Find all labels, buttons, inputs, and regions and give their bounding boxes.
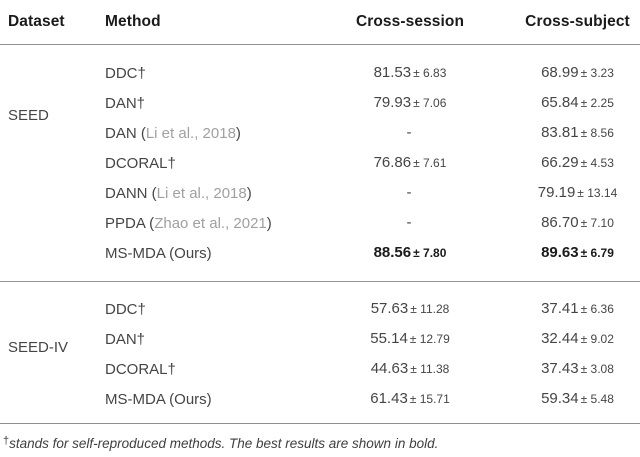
method-name: DDC† [105, 300, 146, 318]
method-name: DAN ( [105, 124, 146, 142]
cross-subject-value: 59.34 ± 5.48 [541, 390, 614, 407]
method-name: MS-MDA (Ours) [105, 244, 212, 262]
cross-subject-value: 79.19 ± 13.14 [537, 184, 618, 201]
citation-text: Li et al., 2018 [145, 124, 236, 142]
method-cell: DANN (Li et al., 2018) [105, 185, 335, 202]
header-dataset: Dataset [8, 13, 65, 30]
method-name: DDC† [105, 64, 146, 82]
header-cross-session: Cross-session [355, 13, 465, 30]
method-name-suffix: ) [235, 124, 241, 142]
cross-session-value: 61.43 ± 15.71 [370, 390, 450, 407]
cross-session-value: 81.53 ± 6.83 [373, 64, 447, 81]
table-row: DAN (Li et al., 2018) - 83.81 ± 8.56 [0, 118, 640, 148]
table-footnote: †stands for self-reproduced methods. The… [0, 424, 640, 452]
method-name-suffix: ) [266, 214, 272, 232]
cross-session-value: 88.56 ± 7.80 [373, 244, 447, 261]
dagger-symbol: † [3, 435, 10, 447]
cross-session-value: 57.63 ± 11.28 [370, 300, 450, 317]
section-seed: SEED DDC† 81.53 ± 6.83 68.99 ± 3.23 DAN† 7… [0, 45, 640, 282]
method-cell: PPDA (Zhao et al., 2021) [105, 215, 335, 232]
header-method: Method [105, 13, 161, 30]
method-cell: DCORAL† [105, 155, 335, 172]
cross-subject-value: 89.63 ± 6.79 [541, 244, 614, 261]
method-cell: DDC† [105, 65, 335, 82]
cross-subject-value: 37.43 ± 3.08 [541, 360, 614, 377]
cross-session-value: - [406, 214, 412, 231]
cross-subject-value: 65.84 ± 2.25 [541, 94, 614, 111]
table-row: DAN† 55.14 ± 12.79 32.44 ± 9.02 [0, 324, 640, 354]
table-row: DANN (Li et al., 2018) - 79.19 ± 13.14 [0, 178, 640, 208]
cross-session-value: - [406, 184, 412, 201]
method-name: MS-MDA (Ours) [105, 390, 212, 408]
cross-subject-value: 83.81 ± 8.56 [541, 124, 614, 141]
table-row: DCORAL† 44.63 ± 11.38 37.43 ± 3.08 [0, 354, 640, 384]
method-cell: DAN† [105, 331, 335, 348]
method-name: DAN† [105, 94, 146, 112]
cross-subject-value: 86.70 ± 7.10 [541, 214, 614, 231]
header-cross-subject: Cross-subject [525, 13, 630, 30]
method-cell: MS-MDA (Ours) [105, 245, 335, 262]
method-cell: DAN (Li et al., 2018) [105, 125, 335, 142]
table-row: DDC† 81.53 ± 6.83 68.99 ± 3.23 [0, 58, 640, 88]
cross-subject-value: 68.99 ± 3.23 [541, 64, 614, 81]
method-name-suffix: ) [246, 184, 252, 202]
table-row-best-seed: MS-MDA (Ours) 88.56 ± 7.80 89.63 ± 6.79 [0, 238, 640, 268]
cross-subject-value: 32.44 ± 9.02 [541, 330, 614, 347]
cross-subject-value: 37.41 ± 6.36 [541, 300, 614, 317]
cross-session-value: 76.86 ± 7.61 [373, 154, 447, 171]
method-cell: DAN† [105, 95, 335, 112]
method-name: DCORAL† [105, 154, 176, 172]
footnote-text: stands for self-reproduced methods. The … [9, 436, 439, 451]
method-name: DAN† [105, 330, 146, 348]
dataset-label-seed-iv: SEED-IV [8, 339, 69, 356]
method-name: DCORAL† [105, 360, 176, 378]
cross-session-value: 44.63 ± 11.38 [370, 360, 450, 377]
method-cell: DDC† [105, 301, 335, 318]
citation-text: Li et al., 2018 [156, 184, 247, 202]
method-name: DANN ( [105, 184, 157, 202]
table-row: MS-MDA (Ours) 61.43 ± 15.71 59.34 ± 5.48 [0, 384, 640, 414]
cross-session-value: - [406, 124, 412, 141]
table-row: DDC† 57.63 ± 11.28 37.41 ± 6.36 [0, 294, 640, 324]
dataset-label-seed: SEED [8, 107, 49, 124]
table-row: PPDA (Zhao et al., 2021) - 86.70 ± 7.10 [0, 208, 640, 238]
cross-session-value: 79.93 ± 7.06 [373, 94, 447, 111]
table-header-row: Dataset Method Cross-session Cross-subje… [0, 0, 640, 45]
section-seed-iv: SEED-IV DDC† 57.63 ± 11.28 37.41 ± 6.36 DA… [0, 282, 640, 424]
cross-session-value: 55.14 ± 12.79 [370, 330, 450, 347]
table-row: DAN† 79.93 ± 7.06 65.84 ± 2.25 [0, 88, 640, 118]
cross-subject-value: 66.29 ± 4.53 [541, 154, 614, 171]
method-cell: MS-MDA (Ours) [105, 391, 335, 408]
table-row: DCORAL† 76.86 ± 7.61 66.29 ± 4.53 [0, 148, 640, 178]
citation-text: Zhao et al., 2021 [154, 214, 267, 232]
method-name: PPDA ( [105, 214, 155, 232]
method-cell: DCORAL† [105, 361, 335, 378]
